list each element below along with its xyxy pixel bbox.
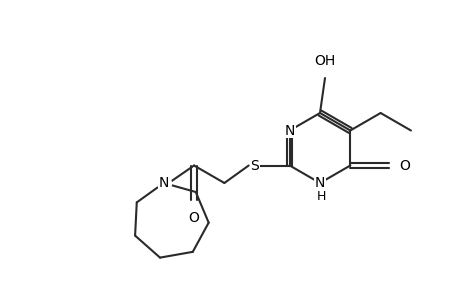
Text: O: O [188,211,199,224]
Text: N: N [158,176,168,190]
Text: O: O [398,158,409,172]
Text: N: N [158,176,168,190]
Text: H: H [316,190,325,203]
Text: N: N [284,124,294,137]
Text: S: S [250,158,258,172]
Text: OH: OH [313,54,335,68]
Text: N: N [314,176,325,190]
